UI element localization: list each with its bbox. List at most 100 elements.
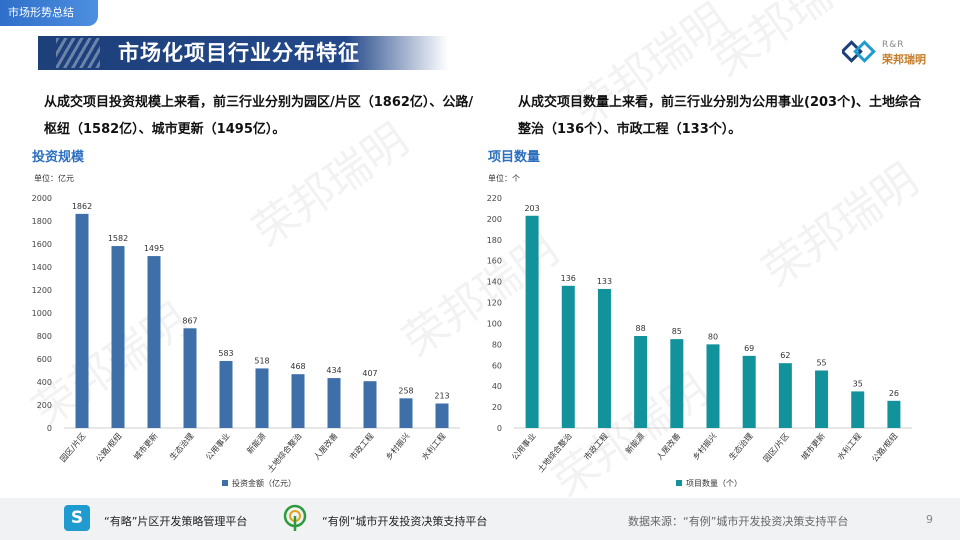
bar: [435, 403, 449, 428]
bar: [327, 378, 341, 428]
bar: [255, 368, 269, 428]
bar: [399, 398, 413, 428]
data-label: 69: [744, 344, 754, 353]
bar: [742, 355, 756, 428]
bar: [887, 400, 901, 428]
footer-bar: [0, 498, 960, 540]
x-tick-label: 生态治理: [167, 431, 195, 462]
page-title: 市场化项目行业分布特征: [118, 41, 360, 65]
y-tick-label: 400: [37, 378, 52, 387]
y-tick-label: 40: [492, 382, 502, 391]
youli-logo-icon: [283, 504, 307, 531]
section-tag: 市场形势总结: [0, 0, 98, 26]
platform2-label: “有例”城市开发投资决策支持平台: [322, 515, 488, 528]
data-label: 80: [708, 332, 718, 341]
y-tick-label: 0: [497, 424, 502, 433]
unit-label-investment: 单位：亿元: [34, 174, 74, 183]
x-tick-label: 公用事业: [509, 431, 537, 462]
bar: [815, 370, 829, 428]
x-tick-label: 公用事业: [203, 431, 231, 462]
bar: [670, 339, 684, 428]
x-tick-label: 公路/枢纽: [94, 431, 124, 464]
data-label: 407: [362, 369, 377, 378]
x-tick-label: 乡村振兴: [690, 431, 718, 462]
y-tick-label: 80: [492, 340, 502, 349]
x-tick-label: 人居改善: [311, 431, 339, 462]
data-label: 136: [561, 274, 576, 283]
logo-text-top: R&R: [882, 40, 905, 50]
y-tick-label: 200: [37, 401, 52, 410]
data-label: 88: [636, 324, 646, 333]
x-tick-label: 人居改善: [654, 431, 682, 462]
banner-stripes: [56, 38, 100, 68]
chart-title-count: 项目数量: [488, 150, 541, 165]
data-label: 26: [889, 389, 899, 398]
data-label: 35: [853, 379, 863, 388]
x-tick-label: 园区/片区: [761, 431, 791, 464]
data-label: 434: [326, 366, 341, 375]
data-label: 1582: [108, 234, 128, 243]
y-tick-label: 800: [37, 332, 52, 341]
data-label: 133: [597, 277, 612, 286]
x-tick-label: 园区/片区: [58, 431, 88, 464]
y-tick-label: 220: [487, 194, 502, 203]
data-label: 1862: [72, 202, 92, 211]
logo-icon: [842, 40, 876, 63]
unit-label-count: 单位：个: [488, 174, 520, 183]
y-tick-label: 1800: [32, 217, 52, 226]
bar: [597, 288, 611, 428]
summary-left: 从成交项目投资规模上来看，前三行业分别为园区/片区（1862亿）、公路/枢纽（1…: [44, 95, 474, 137]
data-label: 867: [182, 316, 197, 325]
legend-label: 投资金额（亿元）: [232, 478, 296, 488]
bar: [183, 328, 197, 428]
data-label: 85: [672, 327, 682, 336]
bar: [778, 363, 792, 428]
y-tick-label: 2000: [32, 194, 52, 203]
x-tick-label: 公路/枢纽: [869, 431, 899, 464]
brand-logo: R&R 荣邦瑞明: [842, 38, 932, 68]
legend-swatch: [676, 480, 682, 486]
data-label: 55: [816, 359, 826, 368]
y-tick-label: 140: [487, 278, 502, 287]
x-tick-label: 市政工程: [347, 431, 375, 462]
x-tick-label: 新能源: [244, 431, 267, 456]
bar: [75, 213, 89, 428]
y-tick-label: 60: [492, 361, 502, 370]
x-tick-label: 土地综合整治: [535, 431, 574, 474]
x-tick-label: 水利工程: [835, 431, 863, 462]
y-tick-label: 0: [47, 424, 52, 433]
data-label: 583: [218, 349, 233, 358]
y-tick-label: 600: [37, 355, 52, 364]
bar: [525, 215, 539, 428]
bar: [634, 336, 648, 428]
x-tick-label: 水利工程: [419, 431, 447, 462]
y-tick-label: 180: [487, 236, 502, 245]
platform1-label: “有略”片区开发策略管理平台: [104, 515, 248, 528]
y-tick-label: 1600: [32, 240, 52, 249]
chart-title-investment: 投资规模: [32, 150, 85, 165]
y-tick-label: 1400: [32, 263, 52, 272]
bar: [706, 344, 720, 428]
y-tick-label: 1200: [32, 286, 52, 295]
data-label: 62: [780, 351, 790, 360]
data-label: 1495: [144, 244, 164, 253]
x-tick-label: 市政工程: [582, 431, 610, 462]
page-number: 9: [926, 513, 933, 526]
bar: [147, 256, 161, 428]
summary-right: 从成交项目数量上来看，前三行业分别为公用事业(203个)、土地综合整治（136个…: [518, 95, 922, 137]
youlue-logo-icon: S: [64, 505, 90, 531]
data-label: 518: [254, 356, 269, 365]
data-label: 258: [398, 386, 413, 395]
y-tick-label: 160: [487, 257, 502, 266]
x-tick-label: 新能源: [623, 431, 646, 456]
x-tick-label: 城市更新: [799, 431, 827, 462]
bar: [561, 285, 575, 428]
bar: [291, 374, 305, 428]
data-label: 213: [434, 392, 449, 401]
logo-text-main: 荣邦瑞明: [882, 53, 926, 66]
bar: [219, 360, 233, 428]
data-label: 203: [524, 204, 539, 213]
legend-label: 项目数量（个）: [686, 478, 742, 488]
bar: [111, 246, 125, 428]
